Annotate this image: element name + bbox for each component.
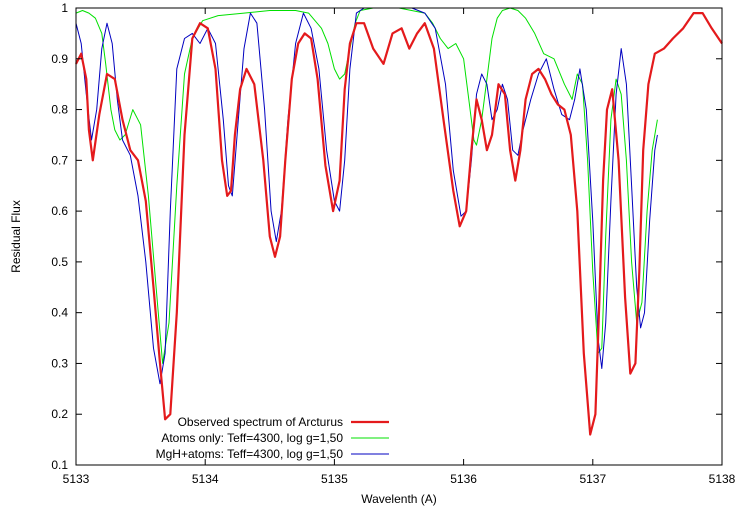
series-line-2 <box>75 7 658 385</box>
series-layer <box>75 7 723 436</box>
series-line-1 <box>75 7 658 364</box>
legend: Observed spectrum of Arcturus Atoms only:… <box>156 415 389 461</box>
y-tick-label: 0.8 <box>51 103 68 117</box>
x-tick-label: 5136 <box>450 472 477 486</box>
x-tick-label: 5135 <box>321 472 348 486</box>
y-tick-label: 0.7 <box>51 153 68 167</box>
x-tick-label: 5138 <box>709 472 736 486</box>
ticks-layer: 5133 5134 5135 5136 5137 5138 0.1 0.2 0.3 0.4 0.5 0… <box>51 1 735 486</box>
legend-label-1: Atoms only: Teff=4300, log g=1,50 <box>161 431 343 445</box>
series-line-0 <box>75 12 723 436</box>
x-axis-title: Wavelenth (A) <box>361 492 437 506</box>
y-tick-label: 1 <box>61 1 68 15</box>
y-tick-label: 0.3 <box>51 356 68 370</box>
y-tick-label: 0.6 <box>51 204 68 218</box>
y-axis-title: Residual Flux <box>9 200 23 273</box>
legend-label-2: MgH+atoms: Teff=4300, log g=1,50 <box>156 447 344 461</box>
y-tick-label: 0.5 <box>51 255 68 269</box>
x-tick-label: 5137 <box>579 472 606 486</box>
y-tick-label: 0.9 <box>51 52 68 66</box>
y-tick-label: 0.1 <box>51 458 68 472</box>
legend-label-0: Observed spectrum of Arcturus <box>178 415 343 429</box>
x-tick-label: 5133 <box>63 472 90 486</box>
x-tick-label: 5134 <box>192 472 219 486</box>
y-tick-label: 0.2 <box>51 407 68 421</box>
plot-frame <box>75 7 723 466</box>
y-tick-label: 0.4 <box>51 306 68 320</box>
